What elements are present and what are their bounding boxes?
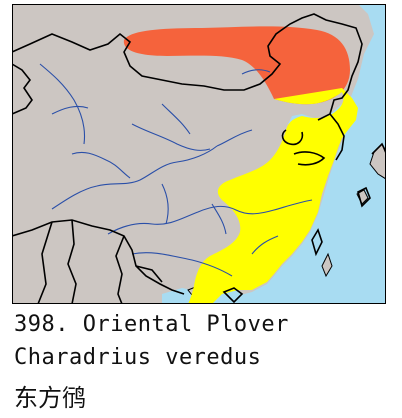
species-number-and-name: 398. Oriental Plover [14, 312, 289, 337]
migration-range [188, 88, 358, 304]
species-chinese-name: 东方鸻 [14, 384, 86, 412]
map-frame-border [12, 4, 386, 304]
species-scientific-name: Charadrius veredus [14, 345, 262, 370]
rivers [39, 63, 313, 277]
range-map [12, 4, 386, 304]
breeding-range [123, 26, 350, 105]
range-map-canvas [12, 4, 386, 304]
country-borders [12, 13, 386, 304]
